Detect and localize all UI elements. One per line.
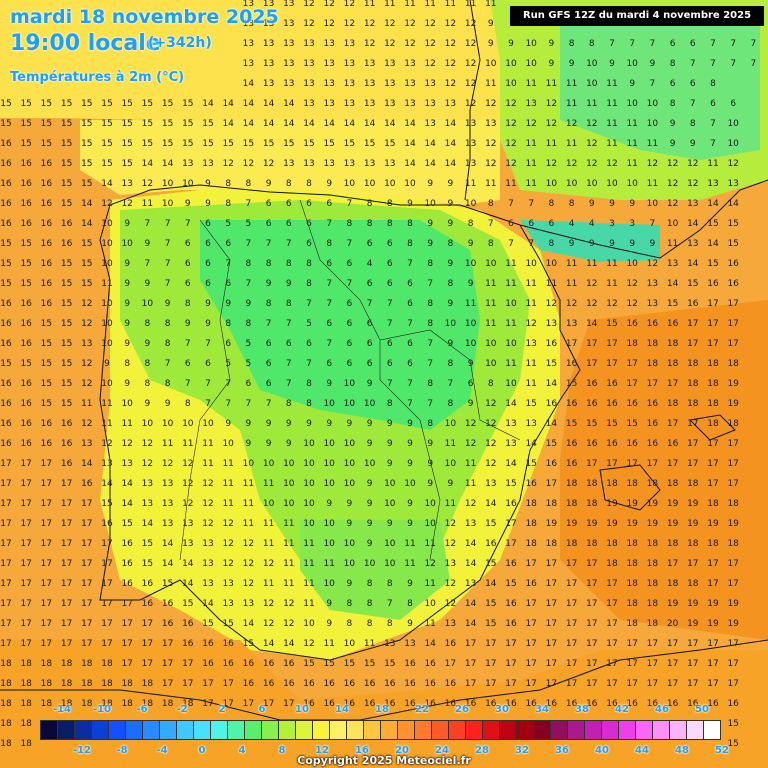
ne-green-core bbox=[560, 20, 760, 160]
legend-tick-bottom: 44 bbox=[635, 745, 649, 756]
legend-swatch bbox=[91, 720, 109, 740]
legend-tick-top: 14 bbox=[335, 704, 349, 715]
legend-swatch bbox=[448, 720, 466, 740]
legend-swatch bbox=[40, 720, 58, 740]
legend-tick-top: 50 bbox=[695, 704, 709, 715]
legend-tick-top: -6 bbox=[136, 704, 148, 715]
legend-swatch bbox=[397, 720, 415, 740]
legend-tick-top: 10 bbox=[295, 704, 309, 715]
legend-tick-bottom: 4 bbox=[238, 745, 246, 756]
legend-swatch bbox=[159, 720, 177, 740]
legend-tick-bottom: 12 bbox=[315, 745, 329, 756]
legend-swatch bbox=[108, 720, 126, 740]
legend-tick-top: 38 bbox=[575, 704, 589, 715]
forecast-date: mardi 18 novembre 2025 bbox=[10, 6, 279, 28]
legend-swatch bbox=[57, 720, 75, 740]
legend-tick-top: 26 bbox=[455, 704, 469, 715]
legend-swatch bbox=[686, 720, 704, 740]
legend-swatch bbox=[142, 720, 160, 740]
legend-tick-top: 22 bbox=[415, 704, 429, 715]
forecast-offset: (+342h) bbox=[148, 35, 212, 51]
legend-swatch bbox=[380, 720, 398, 740]
legend-swatch bbox=[329, 720, 347, 740]
legend-tick-bottom: 40 bbox=[595, 745, 609, 756]
legend-swatch bbox=[227, 720, 245, 740]
legend-tick-bottom: 8 bbox=[278, 745, 286, 756]
legend-swatch bbox=[193, 720, 211, 740]
legend-tick-bottom: 0 bbox=[198, 745, 206, 756]
legend-tick-bottom: -4 bbox=[156, 745, 168, 756]
legend-tick-top: 42 bbox=[615, 704, 629, 715]
legend-swatch bbox=[363, 720, 381, 740]
legend-tick-bottom: 16 bbox=[355, 745, 369, 756]
iberia-core-green bbox=[200, 220, 480, 430]
run-info-badge: Run GFS 12Z du mardi 4 novembre 2025 bbox=[510, 6, 764, 26]
legend-swatch bbox=[278, 720, 296, 740]
legend-tick-bottom: 48 bbox=[675, 745, 689, 756]
legend-tick-bottom: 32 bbox=[515, 745, 529, 756]
legend-swatch bbox=[431, 720, 449, 740]
legend-tick-top: 6 bbox=[258, 704, 266, 715]
legend-swatch bbox=[499, 720, 517, 740]
legend-swatch bbox=[125, 720, 143, 740]
legend-swatch bbox=[635, 720, 653, 740]
borders bbox=[179, 199, 521, 561]
legend-tick-bottom: 20 bbox=[395, 745, 409, 756]
legend-tick-bottom: 36 bbox=[555, 745, 569, 756]
legend-swatch bbox=[601, 720, 619, 740]
legend-tick-top: 2 bbox=[218, 704, 226, 715]
legend-swatch bbox=[703, 720, 721, 740]
legend-swatch bbox=[312, 720, 330, 740]
legend-tick-bottom: -8 bbox=[116, 745, 128, 756]
legend-swatch bbox=[516, 720, 534, 740]
legend-tick-bottom: -12 bbox=[72, 745, 92, 756]
legend-swatch bbox=[176, 720, 194, 740]
legend-tick-top: 34 bbox=[535, 704, 549, 715]
forecast-time: 19:00 locale bbox=[10, 31, 161, 56]
legend-tick-top: 46 bbox=[655, 704, 669, 715]
legend-swatch bbox=[244, 720, 262, 740]
variable-title: Températures à 2m (°C) bbox=[10, 70, 185, 85]
east-warm-zone bbox=[560, 300, 768, 640]
legend-swatch bbox=[414, 720, 432, 740]
legend-swatch bbox=[584, 720, 602, 740]
legend-swatch bbox=[669, 720, 687, 740]
copyright-notice: Copyright 2025 Meteociel.fr bbox=[297, 754, 471, 767]
legend-tick-top: -14 bbox=[52, 704, 72, 715]
bay-yellow-zone bbox=[80, 120, 500, 205]
pyrenees-cold bbox=[520, 220, 660, 262]
legend-swatch bbox=[295, 720, 313, 740]
legend-tick-top: -2 bbox=[176, 704, 188, 715]
south-green-zone bbox=[300, 520, 450, 620]
legend-swatch bbox=[567, 720, 585, 740]
color-scale-legend bbox=[40, 720, 721, 742]
coastlines bbox=[0, 0, 768, 721]
legend-swatch bbox=[261, 720, 279, 740]
legend-swatch bbox=[482, 720, 500, 740]
legend-tick-top: -10 bbox=[92, 704, 112, 715]
legend-swatch bbox=[652, 720, 670, 740]
legend-tick-top: 30 bbox=[495, 704, 509, 715]
legend-tick-top: 18 bbox=[375, 704, 389, 715]
legend-swatch bbox=[533, 720, 551, 740]
legend-swatch bbox=[346, 720, 364, 740]
legend-swatch bbox=[74, 720, 92, 740]
legend-swatch bbox=[618, 720, 636, 740]
legend-swatch bbox=[465, 720, 483, 740]
legend-tick-bottom: 28 bbox=[475, 745, 489, 756]
legend-tick-bottom: 52 bbox=[715, 745, 729, 756]
legend-swatch bbox=[210, 720, 228, 740]
legend-swatch bbox=[550, 720, 568, 740]
legend-tick-bottom: 24 bbox=[435, 745, 449, 756]
